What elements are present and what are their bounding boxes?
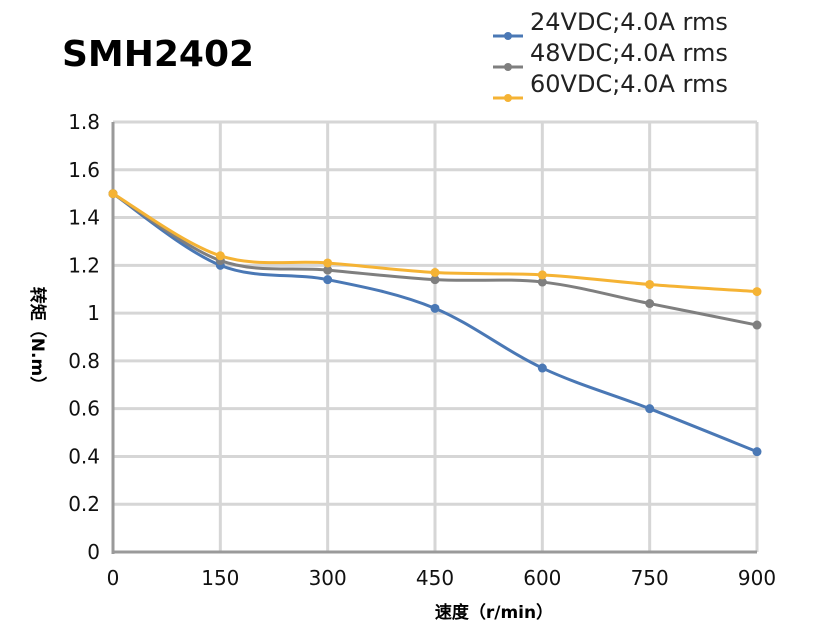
legend-marker [504,94,512,102]
y-tick-label: 0 [87,540,100,564]
data-point [430,275,440,285]
data-point [645,279,655,289]
data-point [430,303,440,313]
y-axis-label: 转矩（N.m） [27,287,48,393]
x-tick-label: 0 [107,566,120,590]
legend: 24VDC;4.0A rms 48VDC;4.0A rms 60VDC;4.0A r… [493,8,728,102]
legend-label: 24VDC;4.0A rms [530,8,728,36]
y-tick-label: 1.2 [68,253,100,277]
data-point [537,277,547,287]
data-point [752,320,762,330]
y-tick-label: 0.8 [68,349,100,373]
x-tick-label: 150 [201,566,239,590]
data-point [108,189,118,199]
legend-label: 60VDC;4.0A rms [530,70,728,98]
data-point [430,268,440,277]
data-point [645,299,655,309]
x-tick-label: 600 [523,566,561,590]
data-point [215,251,225,261]
series-group [108,189,762,457]
y-tick-label: 1.6 [68,158,100,182]
data-point [537,270,547,280]
data-point [752,287,762,297]
legend-marker [504,63,512,71]
legend-label: 48VDC;4.0A rms [530,39,728,67]
axes: 0 0.2 0.4 0.6 0.8 1 1.2 1.4 1.6 1.8 0 150 300 450 600 7… [68,110,776,590]
x-tick-label: 450 [416,566,454,590]
data-point [323,258,333,268]
y-tick-label: 1 [87,301,100,325]
x-tick-label: 300 [309,566,347,590]
series-2 [108,189,762,297]
y-tick-label: 1.8 [68,110,100,134]
y-tick-label: 0.4 [68,444,100,468]
x-tick-label: 900 [738,566,776,590]
x-tick-label: 750 [631,566,669,590]
data-point [537,363,547,373]
series-1 [108,189,762,330]
y-tick-label: 0.6 [68,397,100,421]
chart-title: SMH2402 [62,34,254,75]
y-tick-label: 0.2 [68,492,100,516]
data-point [323,265,333,275]
data-point [323,275,333,285]
x-axis-label: 速度（r/min） [435,602,553,623]
data-point [645,404,655,414]
data-point [752,447,762,457]
legend-marker [504,32,512,40]
y-tick-label: 1.4 [68,206,100,230]
grid [113,120,759,552]
